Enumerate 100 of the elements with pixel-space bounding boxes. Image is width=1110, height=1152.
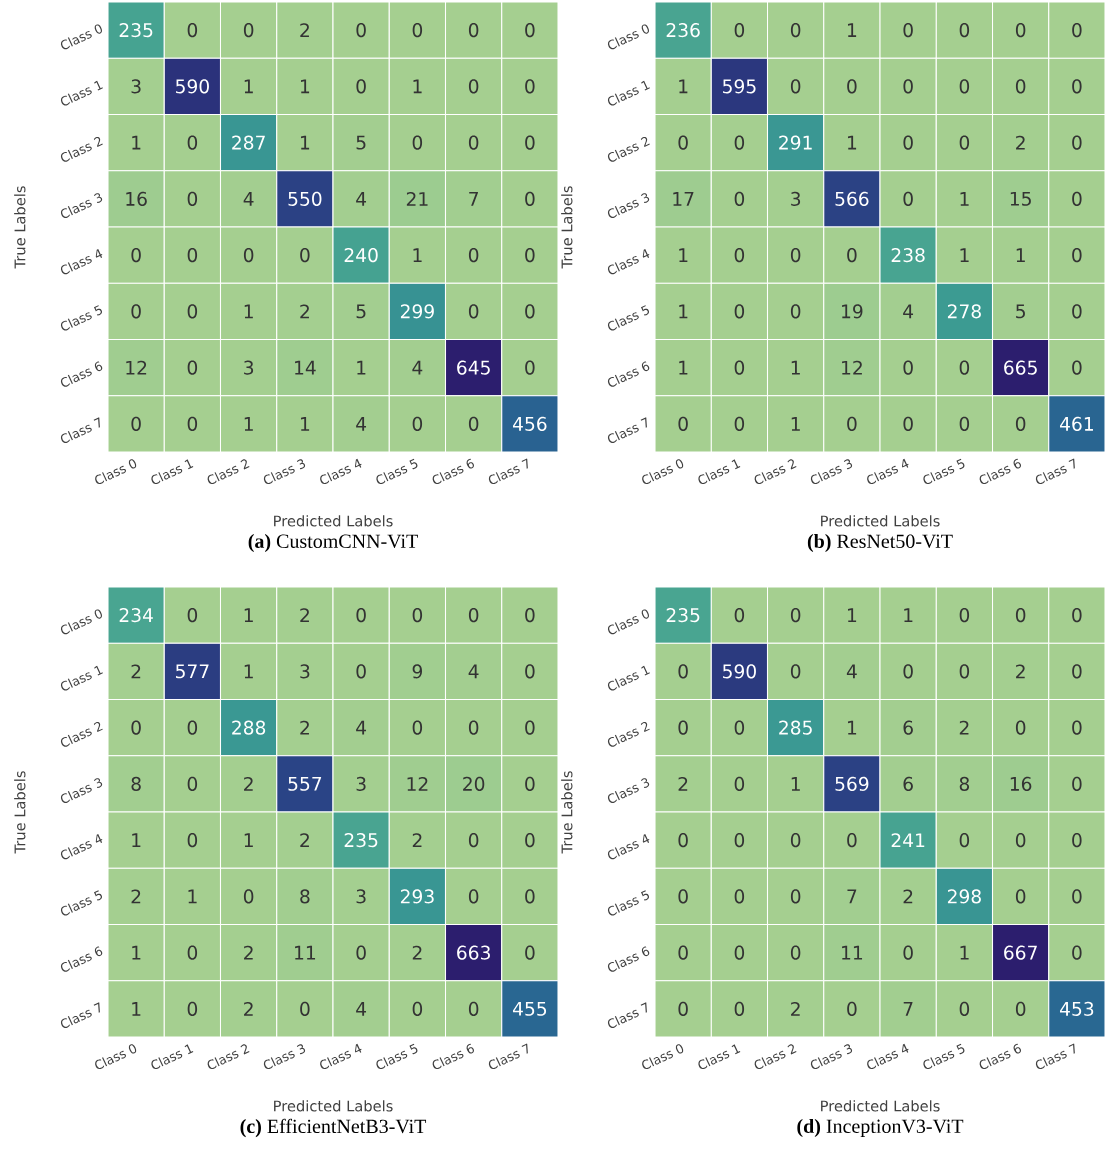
data-label: 1 xyxy=(960,248,969,262)
data-label: 278 xyxy=(947,304,981,319)
data-label: 0 xyxy=(1072,304,1082,319)
data-label: 0 xyxy=(734,776,745,791)
y-tick-label: Class 6 xyxy=(607,946,650,972)
data-label: 0 xyxy=(903,191,913,206)
data-label: 1 xyxy=(244,304,253,319)
data-label: 0 xyxy=(1072,776,1082,791)
data-label: 0 xyxy=(187,191,198,206)
data-label: 0 xyxy=(1072,664,1082,679)
data-label: 0 xyxy=(468,135,479,150)
y-tick-label: Class 4 xyxy=(60,248,103,275)
y-tick-label: Class 2 xyxy=(60,721,103,747)
data-label: 1 xyxy=(960,192,969,206)
data-label: 2 xyxy=(903,889,913,904)
data-label: 0 xyxy=(243,889,254,904)
data-label: 19 xyxy=(842,304,863,319)
data-label: 590 xyxy=(176,79,209,94)
data-label: 241 xyxy=(891,833,925,848)
data-label: 0 xyxy=(187,416,198,431)
data-label: 2 xyxy=(791,1001,800,1016)
data-label: 0 xyxy=(525,248,535,263)
data-label: 0 xyxy=(468,720,479,735)
data-label: 0 xyxy=(525,135,535,150)
data-label: 1 xyxy=(847,720,857,735)
data-label: 0 xyxy=(1072,191,1082,206)
data-label: 1 xyxy=(847,135,857,150)
data-label: 0 xyxy=(678,1001,688,1016)
data-label: 2 xyxy=(678,776,688,791)
data-label: 0 xyxy=(959,23,970,38)
y-tick-label: Class 0 xyxy=(607,24,650,50)
x-tick-label: Class 0 xyxy=(95,459,137,485)
data-label: 569 xyxy=(835,776,869,791)
data-label: 0 xyxy=(187,304,198,319)
x-tick-label: Class 2 xyxy=(207,1044,250,1070)
data-label: 0 xyxy=(678,135,688,150)
data-label: 6 xyxy=(903,776,913,791)
data-label: 4 xyxy=(356,1002,367,1016)
x-tick-label: Class 2 xyxy=(207,459,250,485)
y-tick-label: Class 6 xyxy=(607,361,650,387)
y-tick-label: Class 4 xyxy=(607,834,650,860)
data-label: 0 xyxy=(1015,833,1026,848)
data-label: 2 xyxy=(300,304,309,319)
data-label: 0 xyxy=(1015,79,1026,94)
x-tick-label: Class 4 xyxy=(867,458,909,485)
data-label: 0 xyxy=(903,416,913,431)
x-tick-label: Class 7 xyxy=(488,458,528,485)
data-label: 9 xyxy=(412,664,422,679)
data-label: 4 xyxy=(243,192,254,206)
y-tick-label: Class 1 xyxy=(60,665,103,691)
data-label: 0 xyxy=(525,608,535,623)
data-label: 0 xyxy=(678,720,688,735)
data-label: 3 xyxy=(300,664,310,679)
data-label: 0 xyxy=(300,1001,310,1016)
data-label: 299 xyxy=(400,304,434,319)
data-label: 645 xyxy=(457,360,490,375)
data-label: 0 xyxy=(412,416,423,431)
data-label: 20 xyxy=(463,776,485,791)
x-tick-label: Class 5 xyxy=(923,1043,965,1070)
data-label: 0 xyxy=(525,191,535,206)
x-tick-label: Class 0 xyxy=(642,459,684,485)
y-axis-title: True Labels xyxy=(14,186,26,269)
data-label: 1 xyxy=(847,23,857,37)
data-label: 0 xyxy=(734,360,745,375)
x-tick-label: Class 4 xyxy=(867,1043,909,1070)
data-label: 4 xyxy=(356,417,367,431)
x-tick-label: Class 4 xyxy=(320,1043,362,1070)
data-label: 0 xyxy=(356,664,366,679)
data-label: 2 xyxy=(244,776,253,791)
text: (d) InceptionV3-ViT xyxy=(797,1118,964,1138)
x-axis-title: Predicted Labels xyxy=(821,1100,940,1112)
data-label: 0 xyxy=(734,416,745,431)
data-label: 0 xyxy=(734,945,745,960)
data-label: 235 xyxy=(119,23,153,38)
y-tick-label: Class 5 xyxy=(607,305,650,331)
data-label: 0 xyxy=(734,1001,745,1016)
y-tick-label: Class 7 xyxy=(607,1002,647,1028)
data-label: 11 xyxy=(842,945,863,960)
data-label: 2 xyxy=(412,833,422,848)
y-tick-label: Class 0 xyxy=(60,609,103,635)
x-axis-title: Predicted Labels xyxy=(821,515,940,527)
y-tick-label: Class 6 xyxy=(60,946,103,972)
data-label: 0 xyxy=(734,833,745,848)
data-label: 0 xyxy=(790,304,801,319)
data-label: 16 xyxy=(1010,776,1032,791)
data-label: 0 xyxy=(468,889,479,904)
data-label: 0 xyxy=(243,248,254,263)
data-label: 0 xyxy=(525,79,535,94)
data-label: 0 xyxy=(790,833,801,848)
data-label: 1 xyxy=(244,417,253,431)
data-label: 1 xyxy=(300,79,310,94)
data-label: 0 xyxy=(903,945,913,960)
y-tick-label: Class 1 xyxy=(607,80,650,106)
text: (a) CustomCNN-ViT xyxy=(248,533,418,553)
data-label: 0 xyxy=(678,945,688,960)
data-label: 0 xyxy=(1015,23,1026,38)
data-label: 0 xyxy=(1072,945,1082,960)
data-label: 0 xyxy=(187,1001,198,1016)
y-tick-label: Class 4 xyxy=(60,834,103,860)
data-label: 0 xyxy=(903,23,913,38)
